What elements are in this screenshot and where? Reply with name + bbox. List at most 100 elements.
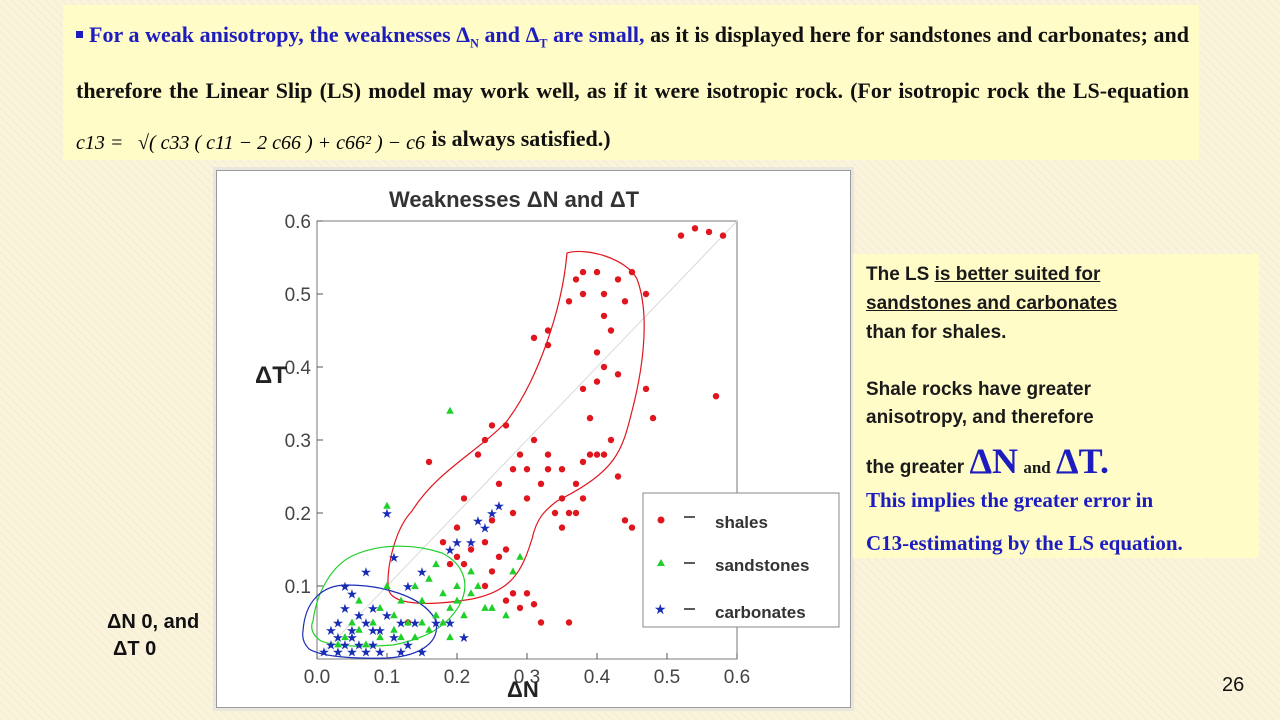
point-carbonates: ★ — [381, 507, 393, 522]
header-seg4: as it is displayed here for sandstones a… — [76, 22, 1190, 104]
point-shales — [600, 290, 608, 298]
point-shales — [719, 232, 727, 239]
point-shales — [460, 560, 468, 568]
side-note-line5: anisotropy, and therefore — [866, 407, 1094, 428]
point-carbonates: ★ — [346, 624, 358, 639]
point-shales — [544, 451, 552, 458]
point-carbonates: ★ — [444, 544, 456, 559]
point-sandstones — [355, 596, 363, 604]
page-number: 26 — [1222, 674, 1245, 696]
point-shales — [460, 495, 468, 502]
carbonates-outline — [302, 584, 437, 659]
y-tick-label: 0.1 — [285, 577, 311, 598]
header-paragraph: For a weak anisotropy, the weaknesses ΔN… — [76, 11, 1189, 163]
legend-label-shales: shales — [715, 513, 768, 532]
point-shales — [593, 349, 601, 356]
point-shales — [572, 480, 580, 487]
x-tick-label: 0.4 — [584, 667, 611, 688]
x-tick-label: 0.1 — [374, 667, 400, 688]
point-shales — [572, 276, 580, 283]
point-sandstones — [453, 582, 461, 589]
point-sandstones — [411, 633, 419, 641]
point-sandstones — [348, 618, 356, 626]
point-shales — [502, 422, 510, 429]
y-tick-label: 0.3 — [285, 431, 311, 452]
point-shales — [474, 451, 482, 458]
point-shales — [537, 480, 545, 487]
point-sandstones — [502, 611, 510, 619]
point-carbonates: ★ — [360, 617, 372, 632]
point-shales — [586, 414, 594, 422]
point-carbonates: ★ — [395, 646, 407, 661]
x-axis-label: ΔN — [507, 677, 539, 702]
side-note-line6: the greater ΔN and ΔT. — [866, 440, 1109, 482]
point-carbonates: ★ — [493, 500, 505, 515]
point-carbonates: ★ — [346, 646, 358, 661]
legend: shales sandstones ★ carbonates — [642, 492, 840, 628]
point-carbonates: ★ — [444, 617, 456, 632]
point-sandstones — [334, 640, 342, 648]
point-shales — [481, 539, 489, 546]
point-shales — [509, 509, 517, 517]
point-shales — [579, 495, 587, 502]
limit-note-line2: ΔT 0 — [113, 638, 157, 660]
point-carbonates: ★ — [367, 602, 379, 617]
header-sub-n: N — [470, 36, 479, 51]
point-carbonates: ★ — [332, 646, 344, 661]
point-shales — [453, 553, 461, 560]
point-sandstones — [418, 596, 426, 604]
point-carbonates: ★ — [339, 580, 351, 595]
point-sandstones — [411, 582, 419, 589]
point-shales — [439, 539, 447, 546]
point-sandstones — [376, 603, 384, 611]
point-shales — [565, 619, 573, 626]
point-shales — [453, 524, 461, 531]
side-note-line1-underlined: is better suited for — [934, 264, 1101, 285]
side-note-box: The LS is better suited for sandstones a… — [853, 254, 1259, 558]
point-carbonates: ★ — [374, 646, 386, 661]
shales-outline — [387, 250, 645, 604]
point-shales — [649, 414, 657, 422]
point-shales — [523, 590, 531, 597]
point-sandstones — [446, 406, 454, 414]
point-carbonates: ★ — [360, 646, 372, 661]
legend-marker-sandstones — [657, 559, 665, 566]
point-shales — [516, 604, 524, 612]
side-note-line8: C13-estimating by the LS equation. — [866, 531, 1183, 555]
point-sandstones — [383, 582, 391, 589]
header-seg2: and Δ — [478, 22, 540, 47]
point-carbonates: ★ — [458, 631, 470, 646]
y-tick-label: 0.6 — [285, 212, 311, 233]
point-shales — [537, 619, 545, 626]
point-carbonates: ★ — [416, 565, 428, 580]
sandstones-outline — [311, 545, 466, 647]
header-seg3: are small, — [547, 22, 645, 47]
point-sandstones — [369, 618, 377, 626]
point-shales — [628, 268, 636, 276]
point-shales — [642, 290, 650, 298]
point-carbonates: ★ — [402, 638, 414, 653]
point-carbonates: ★ — [465, 536, 477, 551]
point-sandstones — [341, 633, 349, 641]
chart-title: Weaknesses ΔN and ΔT — [389, 187, 640, 212]
point-carbonates: ★ — [353, 609, 365, 624]
point-carbonates: ★ — [367, 638, 379, 653]
y-tick-label: 0.2 — [285, 504, 311, 525]
point-carbonates: ★ — [395, 617, 407, 632]
point-carbonates: ★ — [339, 602, 351, 617]
point-sandstones — [474, 582, 482, 589]
point-carbonates: ★ — [472, 514, 484, 529]
point-shales — [607, 436, 615, 444]
point-carbonates: ★ — [430, 617, 442, 632]
limit-note-line1: ΔN 0, and — [107, 611, 200, 633]
point-carbonates: ★ — [367, 624, 379, 639]
point-shales — [614, 371, 622, 378]
point-carbonates: ★ — [325, 624, 337, 639]
point-shales — [565, 509, 573, 517]
point-carbonates: ★ — [486, 507, 498, 522]
data-points: ★★★★★★★★★★★★ ★ ★ ★ ★ ★ ★★★★★★★★★★★★★ ★★★★★★★★★★… — [318, 225, 727, 661]
axis-ticks: 0.0 0.1 0.2 0.3 0.4 0.5 0.6 0.1 0.2 0.3 0.4 0.5 0.6 — [285, 212, 751, 688]
point-shales — [488, 568, 496, 575]
point-sandstones — [432, 560, 440, 568]
point-shales — [600, 363, 608, 371]
